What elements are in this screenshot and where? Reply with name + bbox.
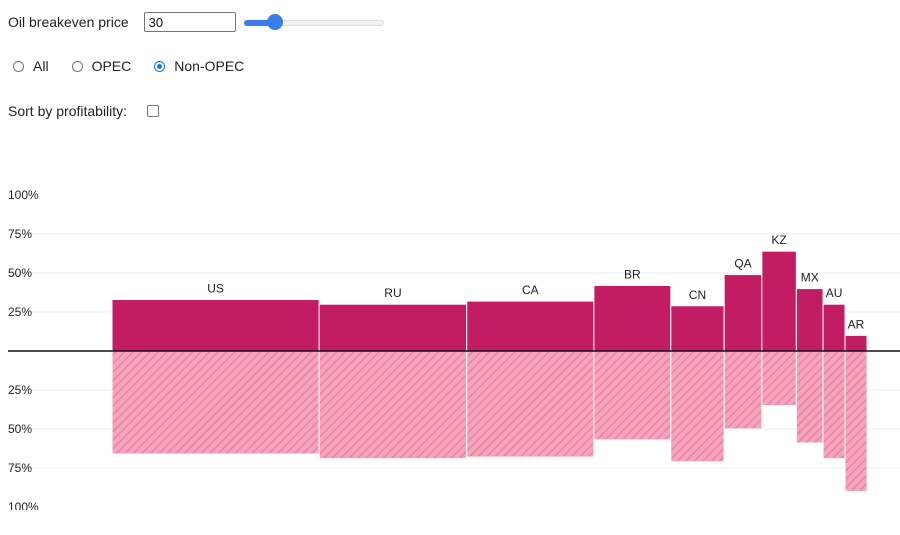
price-label: Oil breakeven price xyxy=(8,14,129,30)
bar-unprofitable-qa xyxy=(723,350,763,430)
sort-checkbox[interactable] xyxy=(147,105,160,117)
slider-fill xyxy=(243,20,276,26)
radio-nonopec-label: Non-OPEC xyxy=(174,58,245,74)
y-tick-label: 75% xyxy=(8,461,32,475)
bar-label-ca: CA xyxy=(522,283,539,297)
bar-label-ru: RU xyxy=(384,286,401,300)
bar-profitable-ar xyxy=(844,334,868,352)
bar-profitable-au xyxy=(822,303,846,352)
bar-unprofitable-cn xyxy=(670,350,725,463)
radio-nonopec[interactable]: Non-OPEC xyxy=(149,58,244,74)
bar-profitable-ca xyxy=(466,300,595,352)
bar-unprofitable-ar xyxy=(844,350,868,492)
bar-unprofitable-br xyxy=(593,350,672,441)
bar-label-au: AU xyxy=(826,286,843,300)
bar-unprofitable-us xyxy=(111,350,320,455)
bar-label-mx: MX xyxy=(801,271,819,285)
radio-all-circle[interactable] xyxy=(13,60,24,72)
filter-radio-group: All OPEC Non-OPEC xyxy=(8,58,262,74)
bar-label-br: BR xyxy=(624,267,641,281)
bar-unprofitable-mx xyxy=(795,350,824,444)
bar-profitable-ru xyxy=(318,303,468,352)
y-tick-label: 25% xyxy=(8,383,32,397)
bar-label-qa: QA xyxy=(734,257,751,271)
sort-label: Sort by profitability: xyxy=(8,103,128,119)
y-tick-label: 25% xyxy=(8,305,32,319)
y-tick-label: 100% xyxy=(8,500,39,510)
price-control-row: Oil breakeven price xyxy=(8,12,384,32)
bar-unprofitable-kz xyxy=(761,350,797,407)
radio-all-label: All xyxy=(33,58,49,74)
breakeven-chart: 100% 75% 50% 25% 25% 50% 75% 100% US RU CA BR CN QA KZ… xyxy=(8,188,900,510)
bar-label-kz: KZ xyxy=(771,233,786,247)
radio-nonopec-circle[interactable] xyxy=(154,60,166,72)
bar-profitable-mx xyxy=(795,288,824,352)
radio-opec-circle[interactable] xyxy=(71,60,83,72)
bar-unprofitable-ru xyxy=(318,350,468,460)
y-tick-label: 50% xyxy=(8,266,32,280)
bar-profitable-cn xyxy=(670,305,725,352)
bar-unprofitable-au xyxy=(822,350,846,460)
bar-profitable-us xyxy=(111,299,320,352)
bar-profitable-qa xyxy=(723,274,763,352)
bar-profitable-br xyxy=(593,284,672,352)
y-tick-label: 75% xyxy=(8,227,32,241)
bar-profitable-kz xyxy=(761,250,797,352)
price-input[interactable] xyxy=(143,12,236,32)
slider-thumb[interactable] xyxy=(267,14,284,30)
y-tick-label: 50% xyxy=(8,422,32,436)
radio-opec[interactable]: OPEC xyxy=(67,58,132,74)
bar-label-cn: CN xyxy=(689,288,706,302)
radio-opec-label: OPEC xyxy=(91,58,132,74)
bar-unprofitable-ca xyxy=(466,350,595,458)
sort-row: Sort by profitability: xyxy=(8,103,160,119)
y-tick-label: 100% xyxy=(8,188,39,202)
radio-all[interactable]: All xyxy=(8,58,49,74)
bar-label-ar: AR xyxy=(848,317,865,331)
price-slider[interactable] xyxy=(243,14,384,30)
bar-label-us: US xyxy=(207,282,224,296)
